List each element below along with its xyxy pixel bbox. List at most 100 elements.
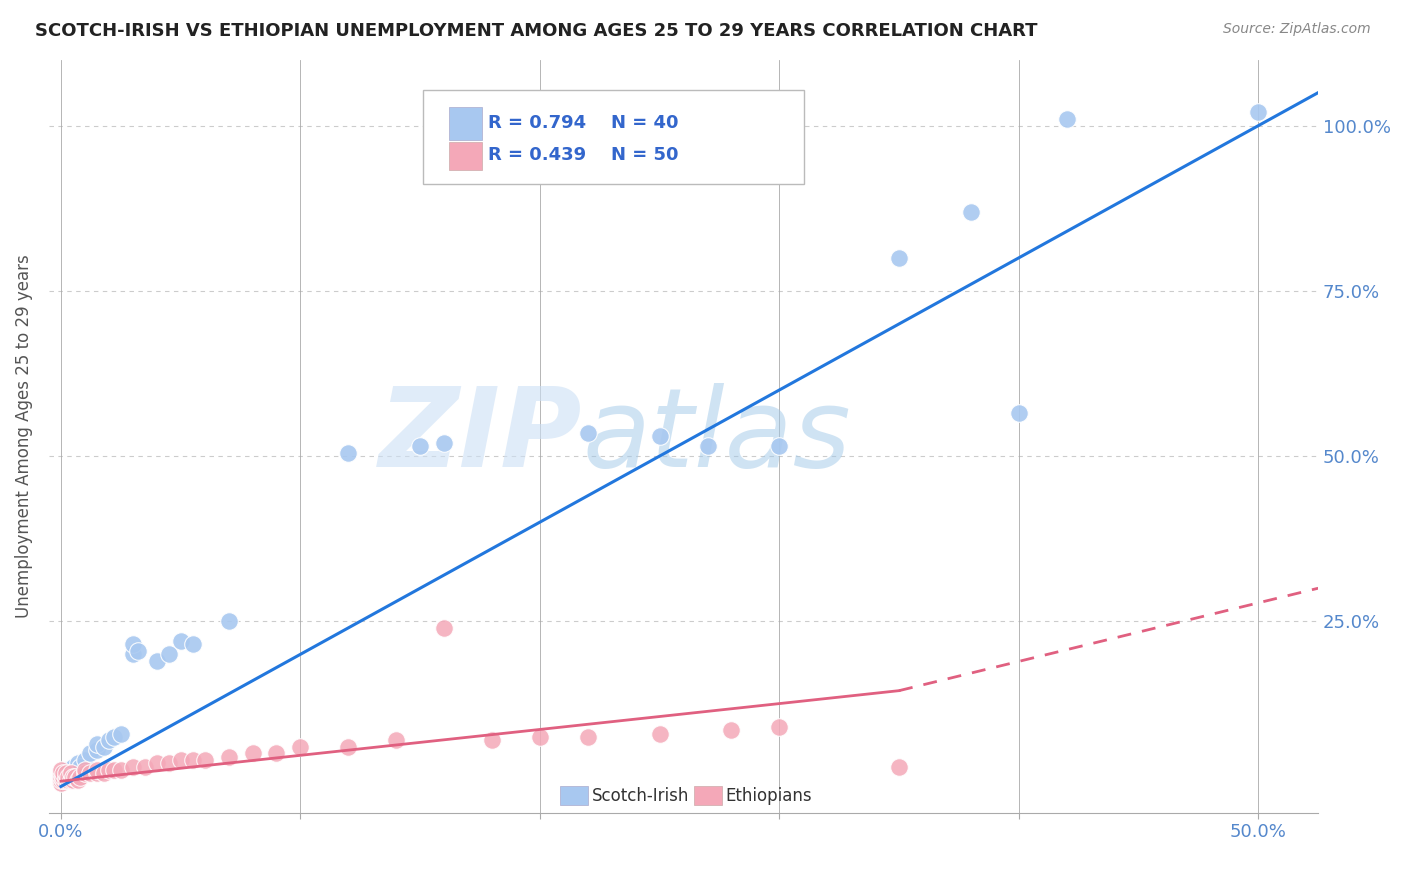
Point: [52, 766, 75, 780]
Point: [768, 720, 790, 734]
Point: [59, 772, 82, 787]
Point: [529, 730, 551, 744]
Text: N = 40: N = 40: [612, 114, 679, 132]
Point: [385, 733, 408, 747]
Point: [52, 770, 75, 784]
Point: [52, 772, 75, 787]
Point: [66, 772, 89, 787]
Point: [49, 763, 72, 777]
Point: [55, 770, 77, 784]
Point: [290, 739, 312, 754]
Point: [145, 756, 167, 771]
Point: [103, 730, 125, 744]
Point: [433, 435, 456, 450]
Point: [648, 726, 671, 740]
Point: [576, 425, 599, 440]
Point: [121, 648, 143, 662]
FancyBboxPatch shape: [449, 142, 482, 169]
Point: [73, 763, 96, 777]
Point: [266, 747, 288, 761]
Point: [103, 763, 125, 777]
Point: [121, 759, 143, 773]
Point: [69, 759, 91, 773]
Point: [337, 739, 360, 754]
Point: [145, 654, 167, 668]
Point: [157, 648, 180, 662]
Point: [768, 439, 790, 453]
Point: [720, 723, 742, 738]
Point: [97, 733, 120, 747]
Text: Scotch-Irish: Scotch-Irish: [592, 787, 689, 805]
Point: [86, 737, 108, 751]
Point: [86, 766, 108, 780]
Text: Ethiopians: Ethiopians: [725, 787, 813, 805]
Text: SCOTCH-IRISH VS ETHIOPIAN UNEMPLOYMENT AMONG AGES 25 TO 29 YEARS CORRELATION CHA: SCOTCH-IRISH VS ETHIOPIAN UNEMPLOYMENT A…: [35, 22, 1038, 40]
Point: [49, 770, 72, 784]
Point: [56, 770, 79, 784]
Point: [170, 753, 193, 767]
Point: [55, 766, 77, 780]
Point: [65, 763, 87, 777]
Point: [960, 204, 983, 219]
Point: [73, 766, 96, 780]
Point: [134, 759, 156, 773]
Point: [93, 739, 115, 754]
Point: [73, 753, 96, 767]
Point: [49, 776, 72, 790]
Point: [66, 756, 89, 771]
Point: [242, 747, 264, 761]
Point: [93, 766, 115, 780]
Point: [56, 772, 79, 787]
Point: [86, 743, 108, 757]
Point: [127, 644, 149, 658]
Point: [181, 637, 204, 651]
Point: [59, 766, 82, 780]
Point: [433, 621, 456, 635]
Point: [337, 446, 360, 460]
Point: [576, 730, 599, 744]
Point: [218, 749, 240, 764]
Point: [56, 766, 79, 780]
Point: [62, 759, 84, 773]
Point: [49, 766, 72, 780]
Point: [55, 770, 77, 784]
Point: [49, 772, 72, 787]
FancyBboxPatch shape: [449, 107, 482, 140]
Point: [170, 634, 193, 648]
Point: [110, 763, 132, 777]
Point: [181, 753, 204, 767]
Text: Source: ZipAtlas.com: Source: ZipAtlas.com: [1223, 22, 1371, 37]
Point: [86, 763, 108, 777]
Point: [79, 766, 101, 780]
Point: [97, 763, 120, 777]
Point: [62, 770, 84, 784]
Point: [218, 614, 240, 628]
Point: [52, 766, 75, 780]
Point: [55, 772, 77, 787]
Text: atlas: atlas: [582, 383, 851, 490]
Point: [65, 770, 87, 784]
Point: [121, 637, 143, 651]
Point: [887, 251, 910, 265]
Point: [409, 439, 432, 453]
Point: [1008, 406, 1031, 420]
FancyBboxPatch shape: [423, 90, 804, 184]
FancyBboxPatch shape: [561, 786, 588, 805]
Point: [194, 753, 217, 767]
Point: [157, 756, 180, 771]
Point: [110, 726, 132, 740]
Text: R = 0.439: R = 0.439: [488, 146, 586, 164]
Text: ZIP: ZIP: [378, 383, 582, 490]
Point: [49, 772, 72, 787]
Point: [55, 763, 77, 777]
Y-axis label: Unemployment Among Ages 25 to 29 years: Unemployment Among Ages 25 to 29 years: [15, 254, 32, 618]
Point: [59, 763, 82, 777]
FancyBboxPatch shape: [693, 786, 721, 805]
Point: [69, 770, 91, 784]
Point: [648, 429, 671, 443]
Point: [52, 772, 75, 787]
Point: [49, 770, 72, 784]
Point: [1056, 112, 1078, 126]
Text: R = 0.794: R = 0.794: [488, 114, 586, 132]
Point: [62, 772, 84, 787]
